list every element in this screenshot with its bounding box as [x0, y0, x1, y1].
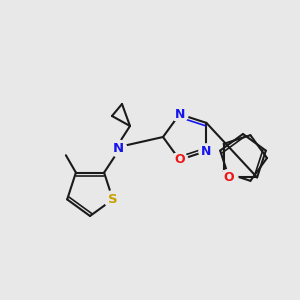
Text: O: O [174, 153, 185, 166]
Text: N: N [201, 145, 212, 158]
Text: N: N [174, 108, 185, 121]
Text: N: N [112, 142, 124, 154]
Text: S: S [108, 193, 118, 206]
Text: O: O [224, 171, 234, 184]
